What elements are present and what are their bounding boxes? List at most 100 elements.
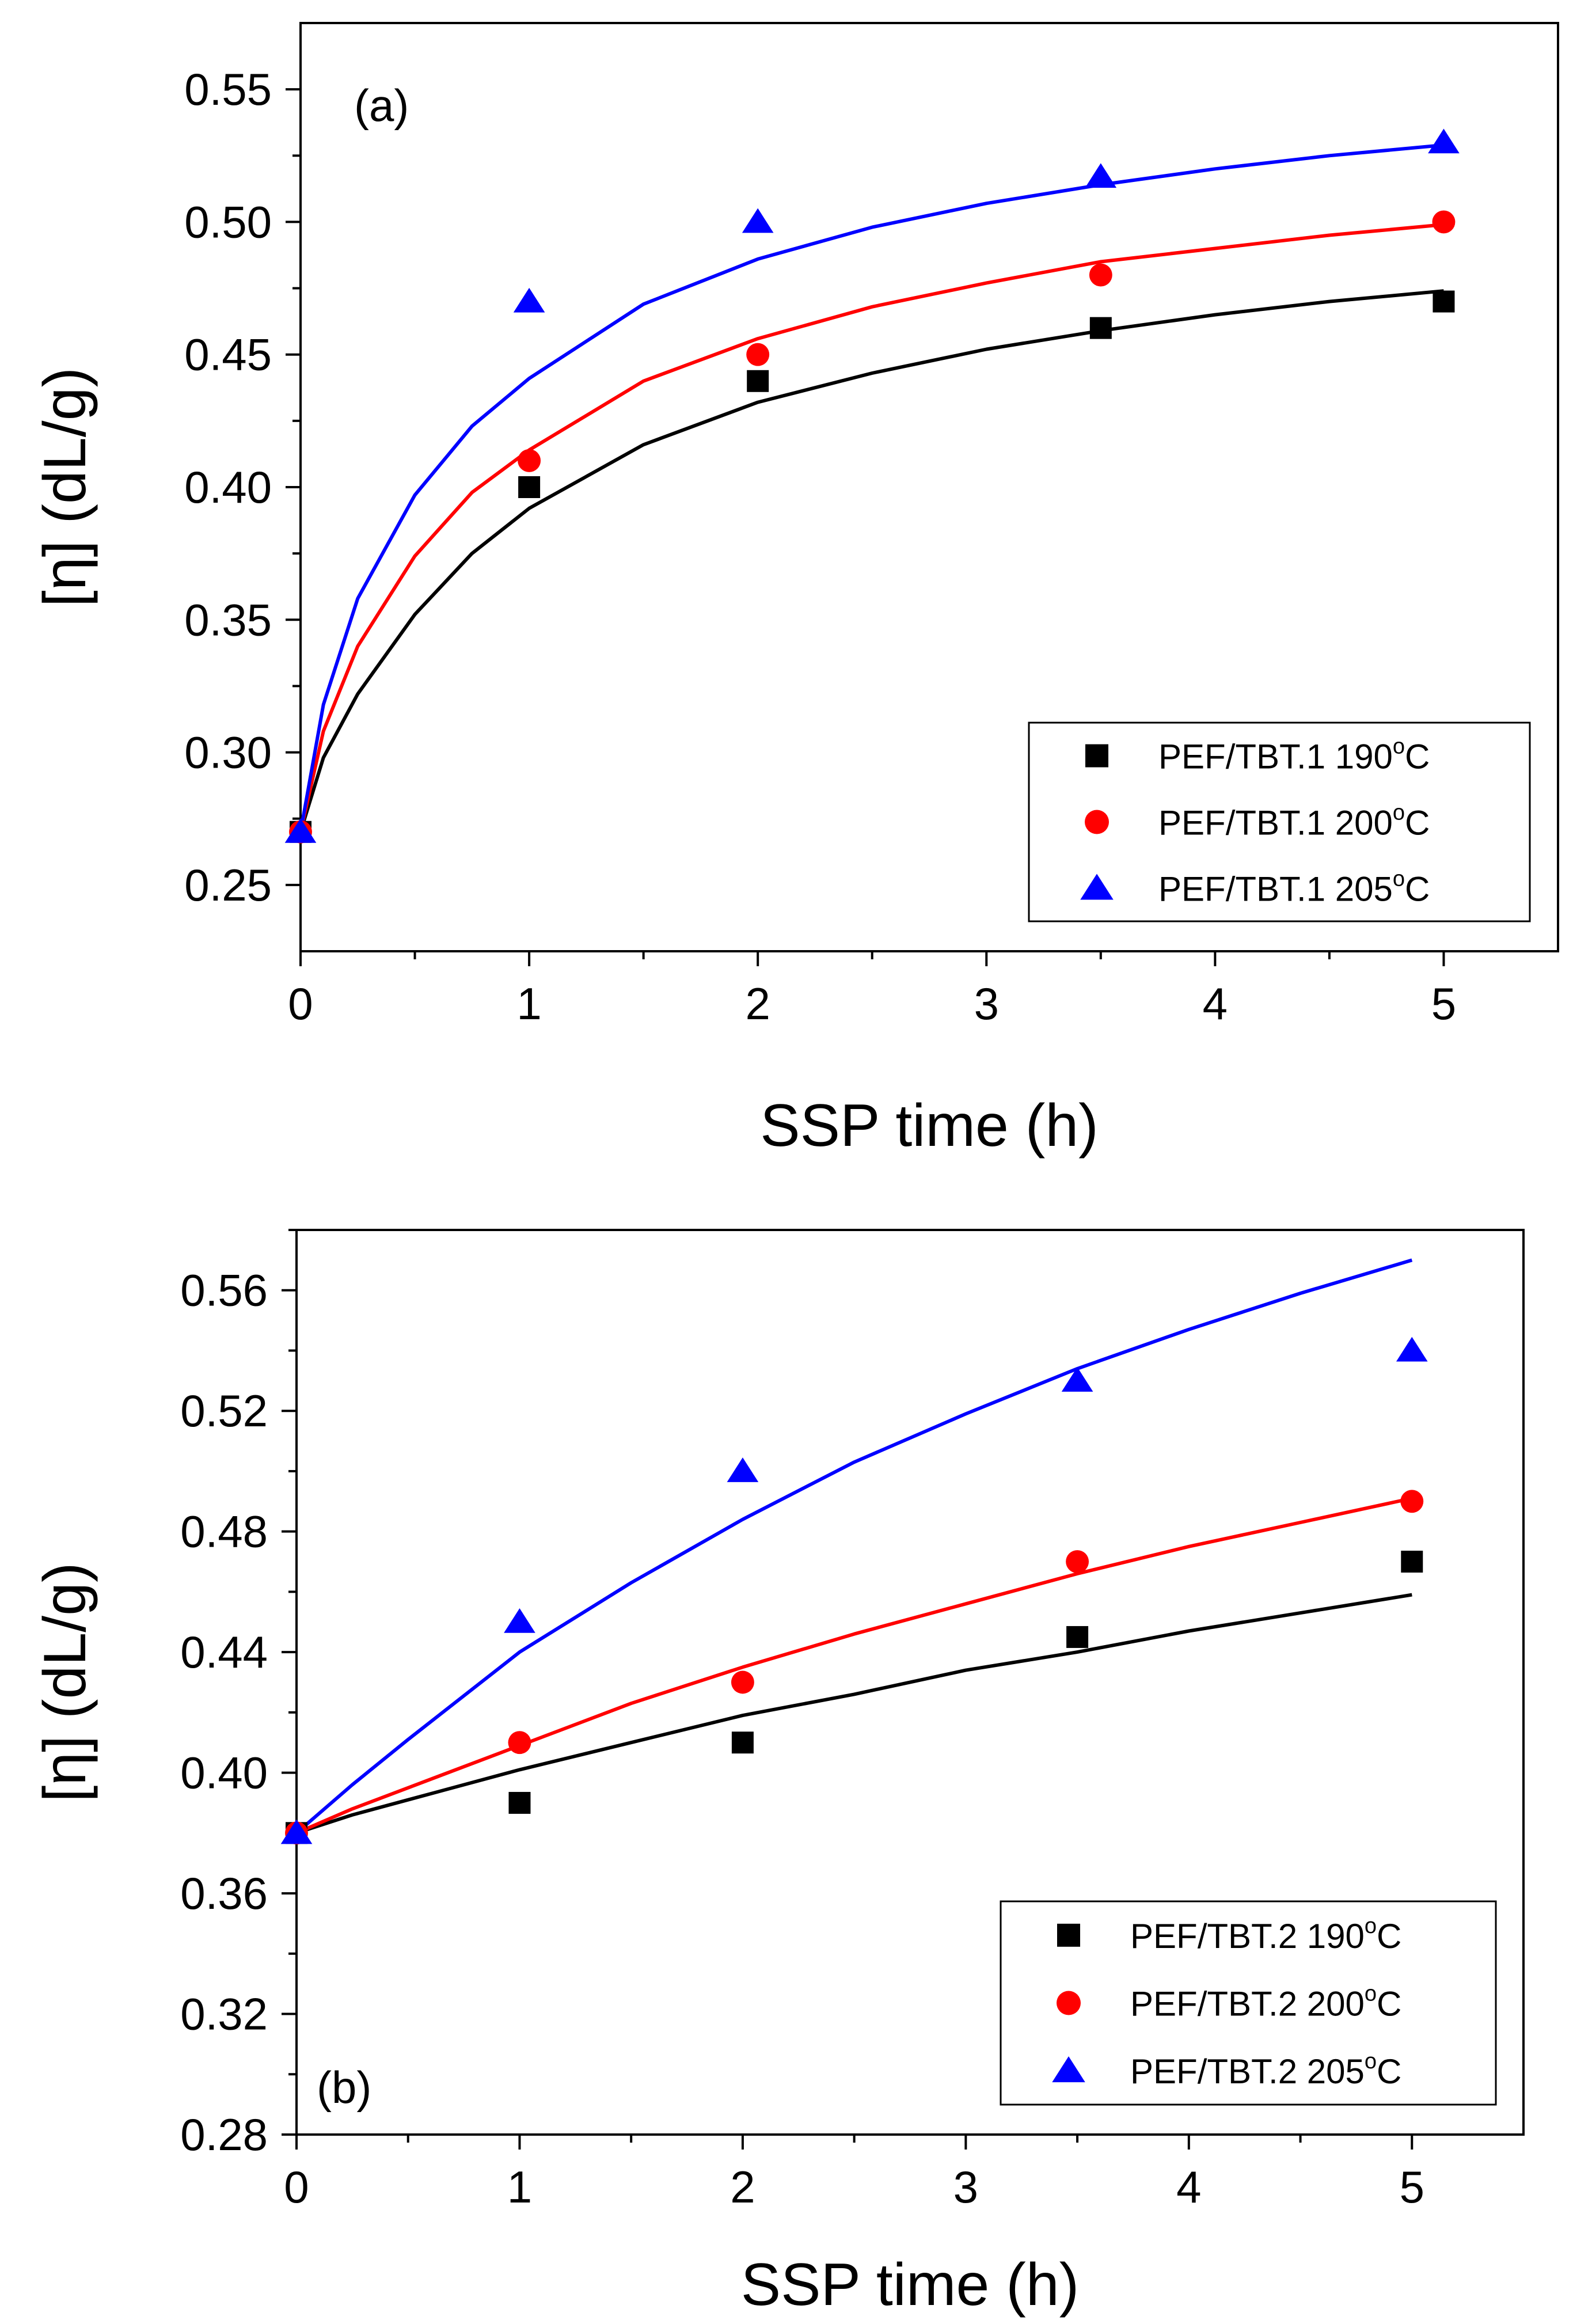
legend-marker-circle <box>1057 1991 1081 2015</box>
data-point-triangle <box>1061 1367 1093 1392</box>
data-point-triangle <box>284 818 317 843</box>
data-point-square <box>1433 290 1455 313</box>
x-tick-label: 1 <box>507 2162 532 2212</box>
data-point-circle <box>731 1670 754 1694</box>
y-tick-label: 0.40 <box>184 462 272 512</box>
legend-label: PEF/TBT.2 200oC <box>1130 1982 1401 2023</box>
data-point-triangle <box>280 1819 313 1844</box>
y-tick-label: 0.55 <box>184 64 272 115</box>
legend-label-unit: C <box>1405 804 1430 842</box>
legend-label-degree: o <box>1393 801 1405 825</box>
y-tick-label: 0.36 <box>180 1868 268 1919</box>
x-tick-label: 3 <box>974 978 999 1029</box>
legend-label-degree: o <box>1393 867 1405 891</box>
y-tick-label: 0.28 <box>180 2109 268 2160</box>
y-tick-label: 0.44 <box>180 1627 268 1677</box>
y-tick-label: 0.45 <box>184 329 272 380</box>
x-tick-label: 5 <box>1400 2162 1424 2212</box>
fit-line-triangle <box>299 143 1444 833</box>
legend-label-main: PEF/TBT.2 190 <box>1130 1917 1365 1955</box>
y-tick-label: 0.25 <box>184 860 272 910</box>
x-tick-label: 0 <box>284 2162 309 2212</box>
legend-label-unit: C <box>1377 1985 1401 2023</box>
data-point-circle <box>1089 263 1112 287</box>
x-tick-label: 3 <box>953 2162 978 2212</box>
legend-marker-square <box>1085 744 1108 768</box>
y-tick-label: 0.35 <box>184 594 272 645</box>
legend-marker-square <box>1057 1923 1080 1947</box>
y-axis-title: [η] (dL/g) <box>32 1562 98 1802</box>
x-axis-title: SSP time (h) <box>741 2251 1080 2318</box>
fit-line-triangle <box>295 1258 1413 1835</box>
legend-label-unit: C <box>1405 870 1430 909</box>
x-tick-label: 1 <box>516 978 541 1029</box>
data-point-triangle <box>742 208 774 233</box>
legend-label-main: PEF/TBT.1 190 <box>1158 738 1393 776</box>
legend-label-degree: o <box>1365 1914 1377 1938</box>
x-tick-label: 2 <box>730 2162 755 2212</box>
legend-label: PEF/TBT.2 205oC <box>1130 2049 1401 2091</box>
legend-label-main: PEF/TBT.1 200 <box>1158 804 1393 842</box>
y-tick-label: 0.30 <box>184 727 272 778</box>
data-point-triangle <box>1428 128 1460 154</box>
y-tick-label: 0.50 <box>184 196 272 247</box>
chart-panel-a: 0 1 2 3 4 5 0.25 0.30 0.35 0.40 0.45 0.50 0.55 SSP ti… <box>32 22 1559 1159</box>
data-point-square <box>518 476 541 498</box>
legend-label-unit: C <box>1405 738 1430 776</box>
plot-frame <box>295 1229 1525 2136</box>
legend-label: PEF/TBT.1 190oC <box>1158 735 1430 776</box>
x-tick-label: 5 <box>1431 978 1456 1029</box>
data-point-triangle <box>727 1457 759 1482</box>
x-tick-label: 4 <box>1176 2162 1201 2212</box>
data-point-square <box>1401 1551 1423 1573</box>
data-point-square <box>508 1791 531 1814</box>
y-tick-label: 0.48 <box>180 1506 268 1557</box>
data-point-triangle <box>513 287 545 313</box>
data-point-circle <box>508 1731 531 1755</box>
x-axis-title: SSP time (h) <box>760 1092 1099 1159</box>
y-tick-label: 0.56 <box>180 1265 268 1316</box>
y-tick-label: 0.32 <box>180 1989 268 2040</box>
legend-label-degree: o <box>1365 1982 1377 2006</box>
legend-label-main: PEF/TBT.1 205 <box>1158 870 1393 909</box>
x-tick-label: 0 <box>288 978 313 1029</box>
legend-label-degree: o <box>1365 2049 1377 2074</box>
data-point-triangle <box>504 1608 535 1633</box>
legend-label-main: PEF/TBT.2 205 <box>1130 2052 1365 2091</box>
x-tick-label: 4 <box>1203 978 1228 1029</box>
legend-marker-circle <box>1085 810 1109 834</box>
legend-marker-triangle <box>1080 874 1114 900</box>
data-point-circle <box>746 343 770 366</box>
data-point-square <box>1089 317 1112 339</box>
data-point-circle <box>1066 1550 1089 1573</box>
fit-line-square <box>296 1593 1412 1835</box>
legend-label-main: PEF/TBT.2 200 <box>1130 1985 1365 2023</box>
fit-line-circle <box>299 223 1444 833</box>
legend-label-unit: C <box>1377 2052 1401 2091</box>
y-tick-label: 0.40 <box>180 1748 268 1798</box>
panel-label: (a) <box>354 80 409 131</box>
panel-label: (b) <box>317 2062 371 2113</box>
data-point-circle <box>1432 210 1456 234</box>
legend-marker-triangle <box>1052 2056 1085 2083</box>
y-tick-label: 0.52 <box>180 1385 268 1436</box>
legend-label-unit: C <box>1377 1917 1401 1955</box>
legend-box <box>1028 721 1531 922</box>
chart-panel-b: 0 1 2 3 4 5 0.28 0.32 0.36 0.40 0.44 0.48 0.52 0.56 SS… <box>32 1229 1525 2318</box>
data-point-circle <box>518 449 541 472</box>
legend-label: PEF/TBT.1 200oC <box>1158 801 1430 842</box>
data-point-triangle <box>1396 1336 1428 1362</box>
x-tick-label: 2 <box>745 978 770 1029</box>
legend-label: PEF/TBT.1 205oC <box>1158 867 1430 909</box>
data-point-circle <box>1400 1490 1424 1513</box>
legend-label-degree: o <box>1393 735 1405 759</box>
legend-box <box>1000 1900 1497 2106</box>
y-axis-title: [η] (dL/g) <box>32 367 98 607</box>
legend-label: PEF/TBT.2 190oC <box>1130 1914 1401 1955</box>
data-point-square <box>1066 1626 1089 1648</box>
data-point-square <box>731 1731 754 1754</box>
fit-line-square <box>299 289 1444 833</box>
fit-line-circle <box>295 1497 1412 1835</box>
data-point-triangle <box>1085 163 1117 188</box>
data-point-square <box>747 370 769 392</box>
